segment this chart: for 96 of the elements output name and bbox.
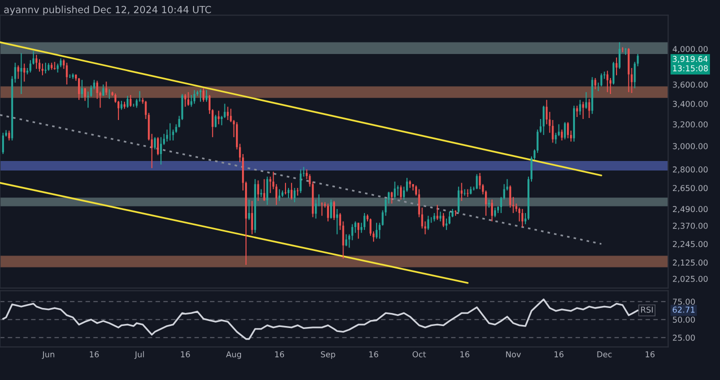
candlestick [251, 200, 254, 235]
x-tick-label: 16 [369, 351, 378, 358]
candlestick [66, 62, 68, 85]
candlestick [618, 42, 621, 70]
candlestick [521, 208, 524, 228]
candlestick [582, 101, 584, 120]
candlestick [579, 99, 582, 116]
y-tick-label: 2,025.00 [672, 276, 708, 283]
x-tick-label: Sep [320, 351, 336, 359]
candlestick [606, 70, 608, 93]
candlestick [458, 186, 460, 214]
candlestick [38, 58, 40, 72]
candlestick [300, 168, 302, 194]
candlestick [624, 48, 627, 56]
y-tick-label: 2,125.00 [672, 260, 708, 266]
series-label: RSI [641, 306, 653, 313]
y-tick-label: 75.00 [672, 298, 695, 305]
candlestick [600, 72, 602, 87]
y-tick-label: 2,245.00 [672, 241, 708, 248]
candlestick [494, 207, 496, 218]
y-tick-label: 2,370.00 [672, 222, 708, 230]
candlestick [81, 79, 83, 98]
candlestick [560, 129, 563, 141]
candlestick [364, 212, 366, 230]
x-tick-label: 16 [90, 351, 99, 358]
candlestick [248, 199, 250, 220]
x-tick-label: Oct [412, 351, 426, 358]
candlestick [327, 203, 329, 222]
x-tick-label: Dec [597, 351, 612, 358]
candlestick [376, 222, 378, 240]
candlestick [288, 187, 290, 199]
candlestick [54, 61, 56, 70]
y-tick-label: 3,000.00 [672, 143, 708, 150]
candlestick [156, 136, 159, 156]
candlestick [612, 61, 614, 85]
candlestick [439, 211, 442, 222]
candlestick [190, 94, 192, 108]
candlestick [357, 222, 360, 240]
candlestick [36, 54, 38, 70]
candlestick [460, 182, 463, 202]
candlestick [218, 110, 220, 125]
y-tick-label: 3,200.00 [672, 121, 708, 128]
x-tick-label: 16 [646, 351, 655, 358]
candlestick [78, 77, 80, 100]
x-tick-label: 16 [275, 351, 284, 358]
candlestick [84, 88, 86, 102]
y-tick-label: 3,600.00 [672, 82, 708, 88]
candlestick [2, 132, 4, 154]
candlestick [202, 88, 204, 102]
candlestick [278, 188, 280, 202]
candlestick [542, 105, 545, 136]
candlestick [476, 174, 478, 190]
candlestick [130, 94, 132, 108]
text: 3,919.64 13:15:08 [672, 56, 708, 72]
candlestick [160, 136, 162, 166]
x-tick-label: Jul [134, 351, 144, 359]
chart-title: ayannv published Dec 12, 2024 10:44 UTC [4, 6, 211, 16]
y-tick-label: 50.00 [672, 316, 695, 323]
candlestick [430, 216, 432, 224]
y-tick-label: 2,800.00 [672, 166, 708, 174]
candlestick [622, 46, 624, 53]
candlestick [257, 180, 260, 202]
x-tick-label: Nov [506, 351, 521, 358]
candlestick [154, 136, 156, 150]
candlestick [442, 212, 444, 228]
candlestick [400, 184, 402, 200]
y-tick-label: 2,650.00 [672, 185, 708, 192]
x-tick-label: 16 [181, 351, 190, 358]
candlestick [333, 200, 336, 220]
candlestick [394, 181, 396, 200]
y-tick-label: 4,000.00 [672, 46, 708, 53]
y-tick-label: 25.00 [672, 334, 695, 341]
candlestick [436, 204, 438, 220]
candlestick [200, 88, 202, 102]
x-tick-label: Aug [226, 351, 241, 359]
candlestick [214, 114, 217, 128]
candlestick [576, 105, 578, 118]
candlestick [294, 187, 296, 203]
candlestick [491, 199, 493, 222]
y-tick-label: 3,400.00 [672, 100, 708, 108]
candlestick [336, 208, 338, 235]
candlestick [330, 199, 332, 220]
y-tick-label: 2,490.00 [672, 206, 708, 213]
x-tick-label: Jun [42, 351, 54, 359]
candlestick [290, 182, 292, 200]
candlestick [206, 90, 208, 102]
candlestick [193, 90, 196, 104]
x-tick-label: 16 [460, 351, 470, 358]
candlestick [585, 92, 588, 110]
candlestick [566, 122, 569, 139]
candlestick [8, 130, 10, 141]
candlestick [126, 95, 128, 108]
text: 62.71 [672, 306, 694, 313]
candlestick [564, 122, 566, 140]
candlestick [616, 56, 618, 76]
x-tick-label: 16 [554, 351, 564, 358]
